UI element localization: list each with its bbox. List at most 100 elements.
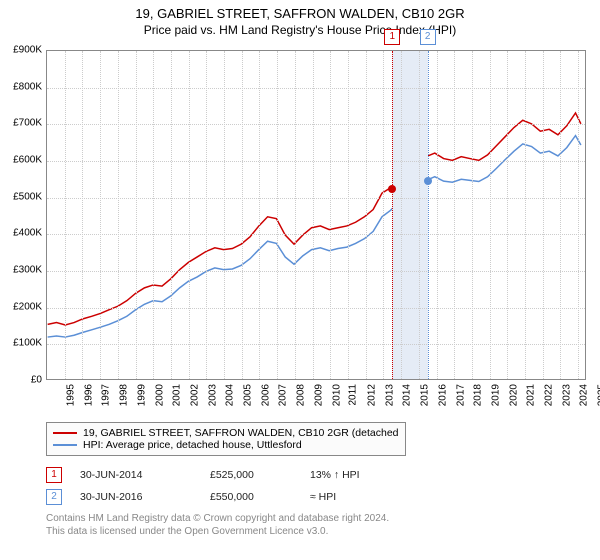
gridline-vertical <box>171 51 172 379</box>
y-tick-label: £700K <box>13 118 42 129</box>
gridline-vertical <box>330 51 331 379</box>
series-line <box>48 113 581 325</box>
gridline-vertical <box>313 51 314 379</box>
annotation-marker-box: 2 <box>420 29 436 45</box>
y-tick-label: £500K <box>13 191 42 202</box>
annotation-table: 130-JUN-2014£525,00013% ↑ HPI 2 30-JUN-201… <box>46 464 400 508</box>
x-tick-label: 2018 <box>472 384 483 406</box>
x-tick-label: 2005 <box>242 384 253 406</box>
x-tick-label: 2006 <box>260 384 271 406</box>
gridline-horizontal <box>47 308 585 309</box>
gridline-vertical <box>383 51 384 379</box>
x-tick-label: 2002 <box>189 384 200 406</box>
x-tick-label: 2024 <box>579 384 590 406</box>
x-tick-label: 2009 <box>313 384 324 406</box>
annotation-ref-box: 1 <box>46 467 62 483</box>
gridline-vertical <box>490 51 491 379</box>
x-tick-label: 2017 <box>455 384 466 406</box>
gridline-vertical <box>242 51 243 379</box>
gridline-vertical <box>82 51 83 379</box>
gridline-vertical <box>560 51 561 379</box>
legend-swatch <box>53 444 77 446</box>
price-chart: 12 <box>46 50 586 380</box>
gridline-vertical <box>206 51 207 379</box>
chart-title: 19, GABRIEL STREET, SAFFRON WALDEN, CB10… <box>0 0 600 21</box>
x-tick-label: 2001 <box>171 384 182 406</box>
y-tick-label: £300K <box>13 265 42 276</box>
annotation-line <box>392 51 393 379</box>
gridline-horizontal <box>47 124 585 125</box>
chart-subtitle: Price paid vs. HM Land Registry's House … <box>0 21 600 37</box>
gridline-horizontal <box>47 344 585 345</box>
annotation-table-row: 230-JUN-2016£550,000≈ HPI <box>46 486 400 508</box>
legend-swatch <box>53 432 77 434</box>
x-tick-label: 2012 <box>366 384 377 406</box>
x-tick-label: 2014 <box>402 384 413 406</box>
y-tick-label: £200K <box>13 301 42 312</box>
y-tick-label: £800K <box>13 81 42 92</box>
x-tick-label: 2025 <box>596 384 600 406</box>
annotation-line <box>428 51 429 379</box>
gridline-vertical <box>348 51 349 379</box>
x-tick-label: 2021 <box>526 384 537 406</box>
x-tick-label: 2016 <box>437 384 448 406</box>
chart-lines-svg <box>47 51 585 379</box>
gridline-vertical <box>454 51 455 379</box>
gridline-vertical <box>366 51 367 379</box>
legend-label: 19, GABRIEL STREET, SAFFRON WALDEN, CB10… <box>83 427 399 439</box>
footer-line-1: Contains HM Land Registry data © Crown c… <box>46 512 389 525</box>
x-tick-label: 2007 <box>278 384 289 406</box>
annotation-marker-dot <box>424 177 432 185</box>
gridline-vertical <box>277 51 278 379</box>
x-tick-label: 2020 <box>508 384 519 406</box>
x-tick-label: 1999 <box>136 384 147 406</box>
x-tick-label: 1998 <box>118 384 129 406</box>
gridline-horizontal <box>47 198 585 199</box>
y-tick-label: £100K <box>13 338 42 349</box>
gridline-vertical <box>472 51 473 379</box>
gridline-vertical <box>136 51 137 379</box>
legend-label: HPI: Average price, detached house, Uttl… <box>83 439 302 451</box>
x-tick-label: 1995 <box>65 384 76 406</box>
gridline-vertical <box>507 51 508 379</box>
annotation-pct: ≈ HPI <box>310 491 400 503</box>
gridline-vertical <box>118 51 119 379</box>
x-tick-label: 2019 <box>490 384 501 406</box>
x-tick-label: 2010 <box>331 384 342 406</box>
gridline-vertical <box>437 51 438 379</box>
gridline-vertical <box>525 51 526 379</box>
gridline-vertical <box>65 51 66 379</box>
gridline-vertical <box>419 51 420 379</box>
annotation-ref-box: 2 <box>46 489 62 505</box>
x-tick-label: 2022 <box>543 384 554 406</box>
gridline-horizontal <box>47 271 585 272</box>
x-tick-label: 1996 <box>83 384 94 406</box>
x-tick-label: 2004 <box>225 384 236 406</box>
annotation-table-row: 130-JUN-2014£525,00013% ↑ HPI <box>46 464 400 486</box>
legend-item: 19, GABRIEL STREET, SAFFRON WALDEN, CB10… <box>53 427 399 439</box>
gridline-vertical <box>153 51 154 379</box>
x-tick-label: 2003 <box>207 384 218 406</box>
legend-item: HPI: Average price, detached house, Uttl… <box>53 439 399 451</box>
y-tick-label: £600K <box>13 155 42 166</box>
gridline-vertical <box>259 51 260 379</box>
x-tick-label: 2000 <box>154 384 165 406</box>
data-attribution: Contains HM Land Registry data © Crown c… <box>46 512 389 538</box>
gridline-vertical <box>100 51 101 379</box>
gridline-vertical <box>295 51 296 379</box>
gridline-vertical <box>578 51 579 379</box>
annotation-date: 30-JUN-2016 <box>80 491 210 503</box>
gridline-vertical <box>401 51 402 379</box>
chart-legend: 19, GABRIEL STREET, SAFFRON WALDEN, CB10… <box>46 422 406 456</box>
gridline-vertical <box>189 51 190 379</box>
x-tick-label: 2013 <box>384 384 395 406</box>
gridline-vertical <box>543 51 544 379</box>
y-tick-label: £0 <box>31 375 42 386</box>
annotation-marker-dot <box>388 185 396 193</box>
gridline-horizontal <box>47 234 585 235</box>
gridline-horizontal <box>47 161 585 162</box>
footer-line-2: This data is licensed under the Open Gov… <box>46 525 389 538</box>
x-tick-label: 2023 <box>561 384 572 406</box>
gridline-vertical <box>224 51 225 379</box>
highlight-band <box>392 51 427 379</box>
